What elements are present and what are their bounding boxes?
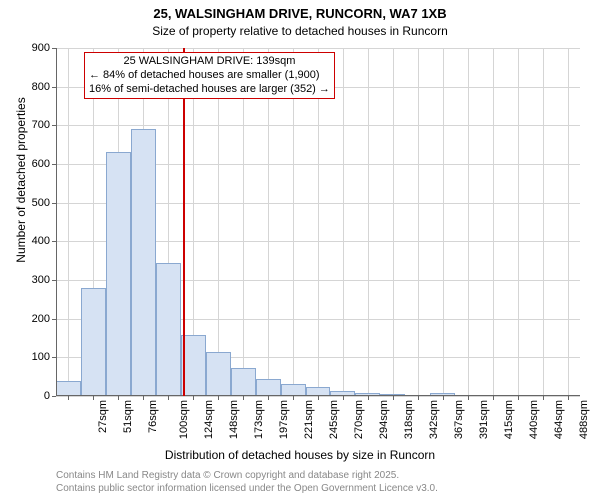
xtick-label: 148sqm: [228, 400, 240, 439]
xtick-label: 488sqm: [578, 400, 590, 439]
ytick-label: 200: [20, 313, 50, 325]
xtick-mark: [368, 396, 369, 400]
xtick-mark: [143, 396, 144, 400]
gridline-vertical: [493, 48, 494, 396]
histogram-bar: [156, 263, 181, 396]
gridline-vertical: [343, 48, 344, 396]
xtick-mark: [318, 396, 319, 400]
ytick-label: 0: [20, 390, 50, 402]
marker-line: [183, 48, 185, 396]
xtick-label: 294sqm: [378, 400, 390, 439]
footer-line1: Contains HM Land Registry data © Crown c…: [56, 470, 399, 481]
gridline-vertical: [418, 48, 419, 396]
gridline-vertical: [293, 48, 294, 396]
xtick-mark: [568, 396, 569, 400]
gridline-vertical: [393, 48, 394, 396]
histogram-bar: [56, 381, 81, 396]
xtick-mark: [493, 396, 494, 400]
ytick-mark: [52, 396, 56, 397]
xtick-mark: [543, 396, 544, 400]
histogram-bar: [81, 288, 106, 396]
xtick-mark: [468, 396, 469, 400]
xtick-mark: [218, 396, 219, 400]
xtick-mark: [443, 396, 444, 400]
xtick-mark: [343, 396, 344, 400]
plot-area: 010020030040050060070080090027sqm51sqm76…: [56, 48, 580, 396]
x-axis-label: Distribution of detached houses by size …: [0, 448, 600, 462]
chart-title-line2: Size of property relative to detached ho…: [0, 24, 600, 38]
annotation-line2: ← 84% of detached houses are smaller (1,…: [89, 69, 330, 83]
annotation-box: 25 WALSINGHAM DRIVE: 139sqm← 84% of deta…: [84, 52, 335, 99]
xtick-mark: [293, 396, 294, 400]
xtick-label: 270sqm: [353, 400, 365, 439]
xtick-label: 318sqm: [403, 400, 415, 439]
ytick-label: 300: [20, 274, 50, 286]
xtick-mark: [393, 396, 394, 400]
ytick-label: 900: [20, 42, 50, 54]
x-axis-line: [56, 395, 580, 396]
xtick-label: 342sqm: [428, 400, 440, 439]
gridline-vertical: [443, 48, 444, 396]
xtick-mark: [418, 396, 419, 400]
xtick-label: 440sqm: [528, 400, 540, 439]
xtick-mark: [118, 396, 119, 400]
xtick-label: 76sqm: [147, 400, 159, 433]
xtick-label: 51sqm: [122, 400, 134, 433]
histogram-bar: [206, 352, 231, 396]
histogram-bar: [231, 368, 256, 396]
y-axis-line: [56, 48, 57, 396]
xtick-mark: [193, 396, 194, 400]
xtick-label: 100sqm: [178, 400, 190, 439]
histogram-bar: [256, 379, 281, 396]
xtick-mark: [168, 396, 169, 400]
xtick-label: 415sqm: [503, 400, 515, 439]
xtick-label: 27sqm: [98, 400, 110, 433]
gridline-vertical: [68, 48, 69, 396]
annotation-line3: 16% of semi-detached houses are larger (…: [89, 83, 330, 97]
annotation-line1: 25 WALSINGHAM DRIVE: 139sqm: [89, 55, 330, 69]
ytick-label: 800: [20, 81, 50, 93]
gridline-vertical: [543, 48, 544, 396]
ytick-label: 400: [20, 235, 50, 247]
xtick-label: 221sqm: [303, 400, 315, 439]
footer-line2: Contains public sector information licen…: [56, 483, 438, 494]
xtick-label: 464sqm: [553, 400, 565, 439]
histogram-bar: [106, 152, 131, 396]
ytick-label: 600: [20, 158, 50, 170]
gridline-vertical: [218, 48, 219, 396]
xtick-label: 367sqm: [453, 400, 465, 439]
gridline-vertical: [318, 48, 319, 396]
xtick-label: 245sqm: [328, 400, 340, 439]
gridline-vertical: [368, 48, 369, 396]
xtick-mark: [243, 396, 244, 400]
xtick-mark: [268, 396, 269, 400]
gridline-vertical: [268, 48, 269, 396]
chart-container: 25, WALSINGHAM DRIVE, RUNCORN, WA7 1XB S…: [0, 0, 600, 500]
xtick-mark: [518, 396, 519, 400]
gridline-vertical: [568, 48, 569, 396]
xtick-label: 197sqm: [278, 400, 290, 439]
ytick-label: 700: [20, 119, 50, 131]
gridline-vertical: [243, 48, 244, 396]
histogram-bar: [131, 129, 156, 396]
xtick-mark: [68, 396, 69, 400]
ytick-label: 100: [20, 351, 50, 363]
ytick-label: 500: [20, 197, 50, 209]
gridline-vertical: [468, 48, 469, 396]
gridline-vertical: [518, 48, 519, 396]
xtick-mark: [93, 396, 94, 400]
xtick-label: 173sqm: [253, 400, 265, 439]
xtick-label: 124sqm: [203, 400, 215, 439]
xtick-label: 391sqm: [478, 400, 490, 439]
chart-title-line1: 25, WALSINGHAM DRIVE, RUNCORN, WA7 1XB: [0, 6, 600, 21]
